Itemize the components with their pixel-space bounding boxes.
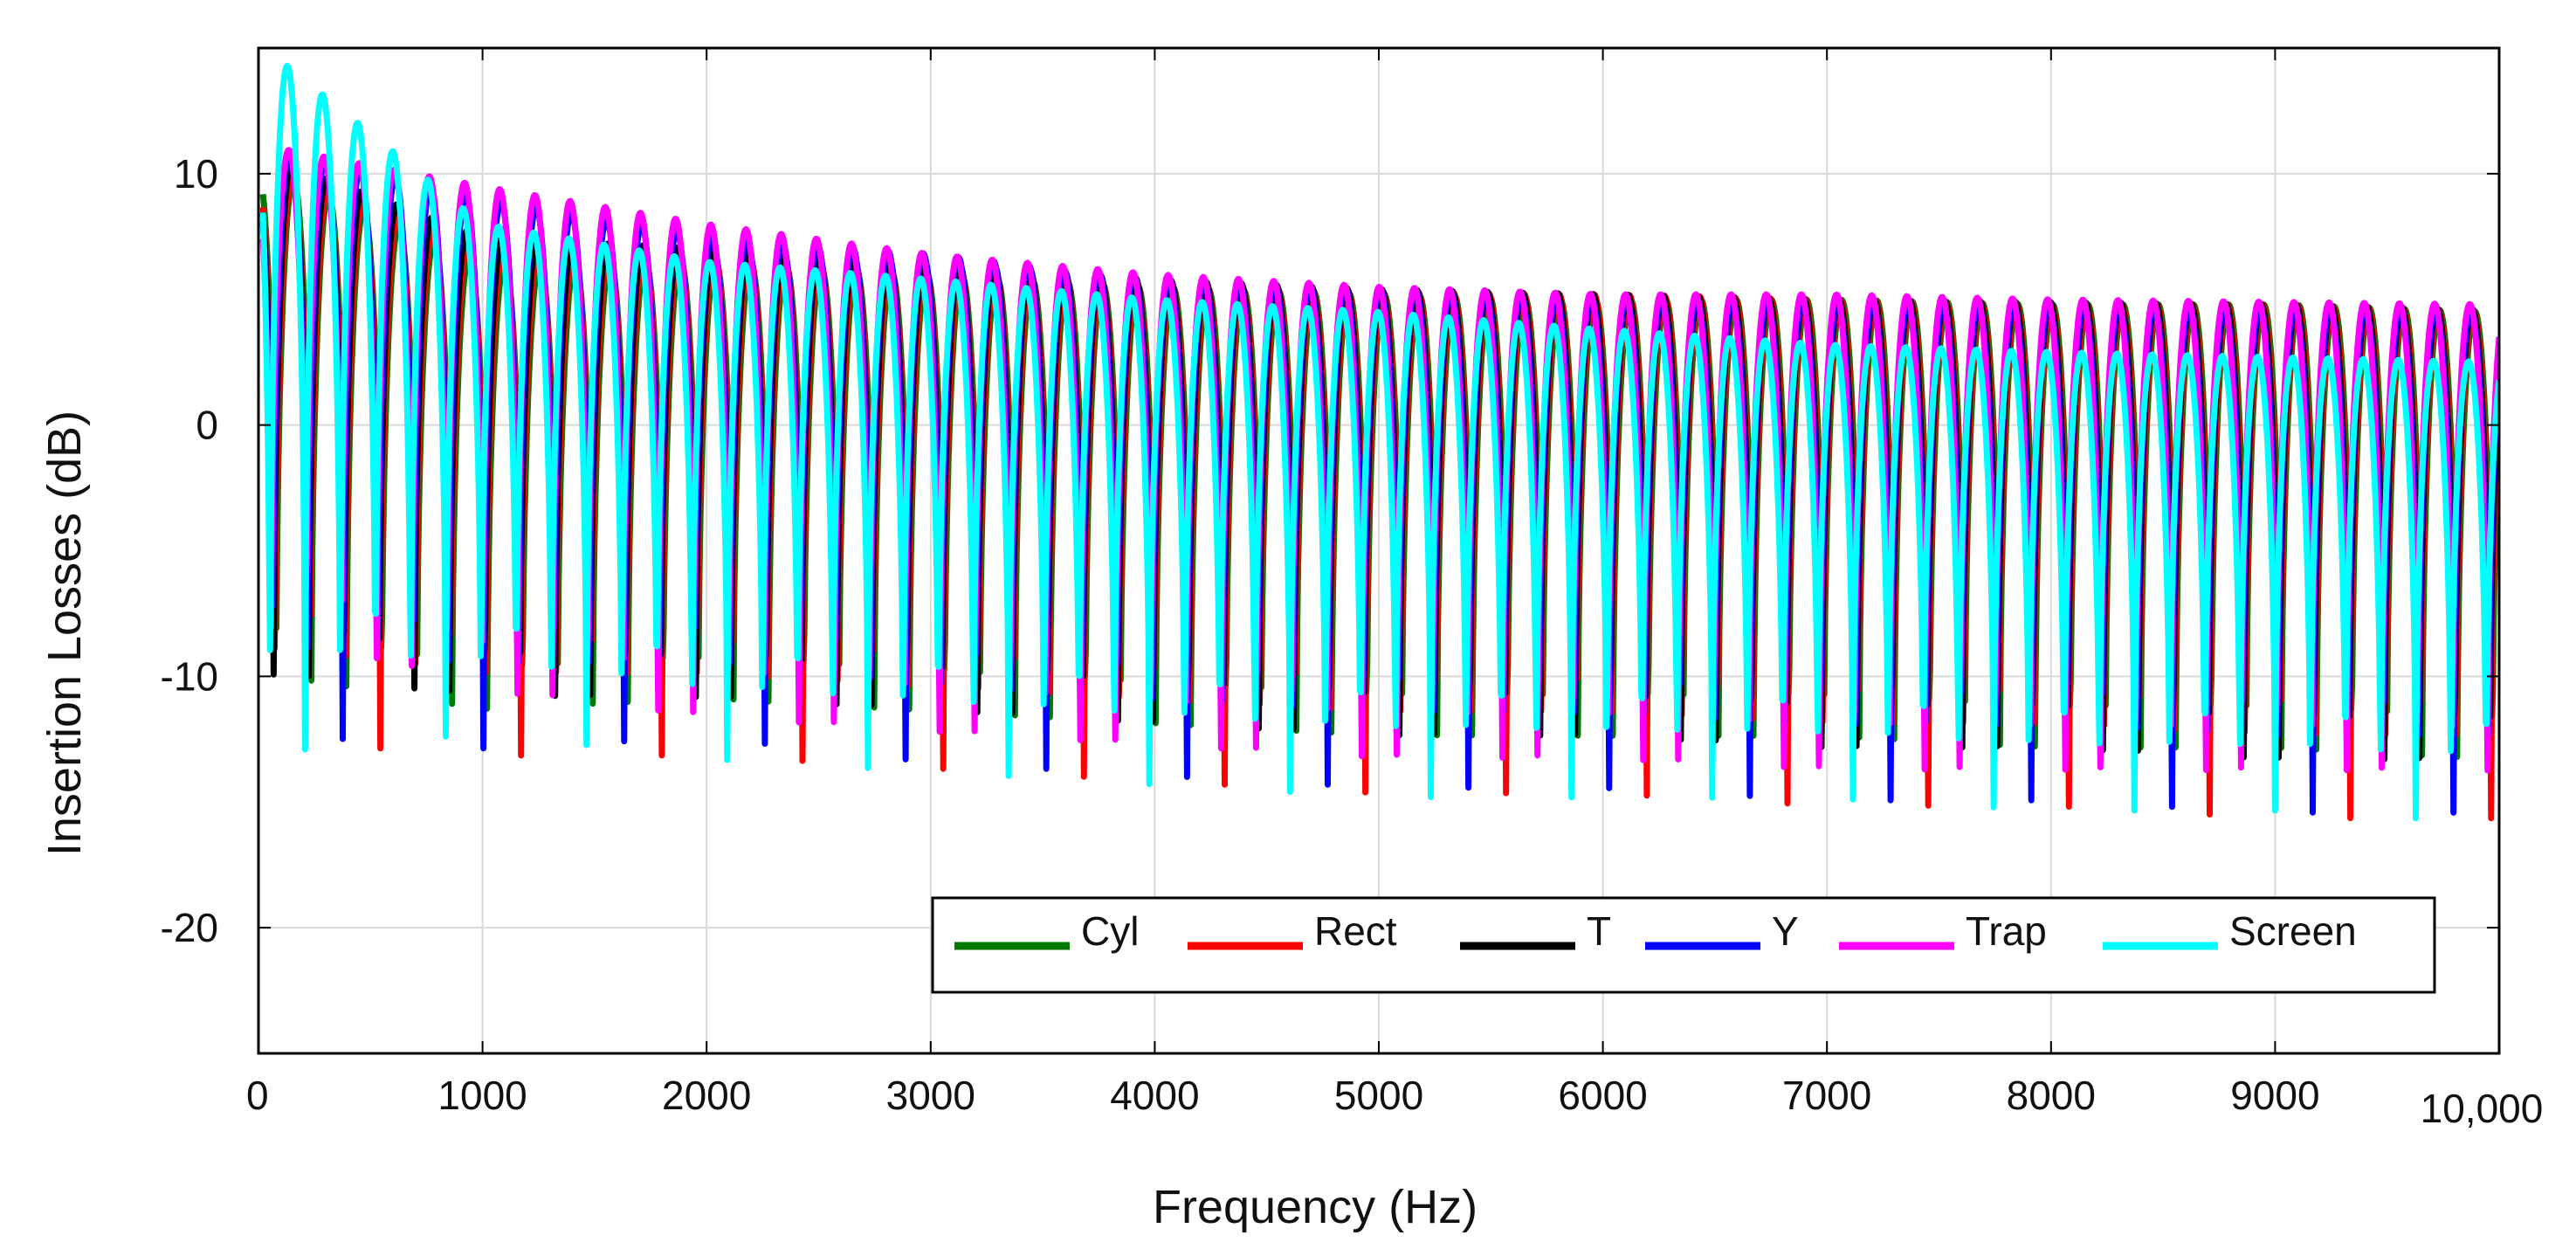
y-tick-label: -20 bbox=[161, 905, 218, 950]
tick-marks bbox=[258, 48, 2500, 1053]
x-tick-label: 3000 bbox=[886, 1073, 975, 1118]
x-tick-label: 10,000 bbox=[2421, 1086, 2544, 1131]
legend-label-rect: Rect bbox=[1314, 908, 1397, 954]
legend-label-y: Y bbox=[1772, 908, 1799, 954]
x-tick-label: 9000 bbox=[2230, 1073, 2319, 1118]
legend-label-t: T bbox=[1587, 908, 1611, 954]
x-axis-label: Frequency (Hz) bbox=[1153, 1181, 1477, 1233]
y-tick-label: 0 bbox=[196, 403, 218, 448]
series-layer bbox=[259, 62, 2499, 822]
y-tick-label: 10 bbox=[174, 151, 218, 197]
x-tick-label: 1000 bbox=[437, 1073, 527, 1118]
legend-label-cyl: Cyl bbox=[1081, 908, 1139, 954]
x-tick-label: 6000 bbox=[1558, 1073, 1647, 1118]
y-tick-label: -10 bbox=[161, 653, 218, 699]
x-tick-label: 4000 bbox=[1110, 1073, 1199, 1118]
series-line-trap bbox=[259, 147, 2499, 774]
series-line-screen bbox=[259, 62, 2499, 822]
legend: Cyl Rect T Y Trap Screen bbox=[931, 896, 2436, 994]
x-tick-label: 7000 bbox=[1782, 1073, 1871, 1118]
x-tick-label: 2000 bbox=[662, 1073, 751, 1118]
y-axis-label: Insertion Losses (dB) bbox=[38, 411, 91, 856]
x-tick-labels: 0 1000 2000 3000 4000 5000 6000 7000 8000 9000 10,… bbox=[246, 1073, 2543, 1131]
x-tick-label: 0 bbox=[246, 1073, 269, 1118]
legend-label-screen: Screen bbox=[2229, 908, 2357, 954]
x-tick-label: 8000 bbox=[2007, 1073, 2096, 1118]
legend-label-trap: Trap bbox=[1966, 908, 2047, 954]
x-tick-label: 5000 bbox=[1334, 1073, 1423, 1118]
y-tick-labels: 10 0 -10 -20 bbox=[161, 151, 218, 950]
